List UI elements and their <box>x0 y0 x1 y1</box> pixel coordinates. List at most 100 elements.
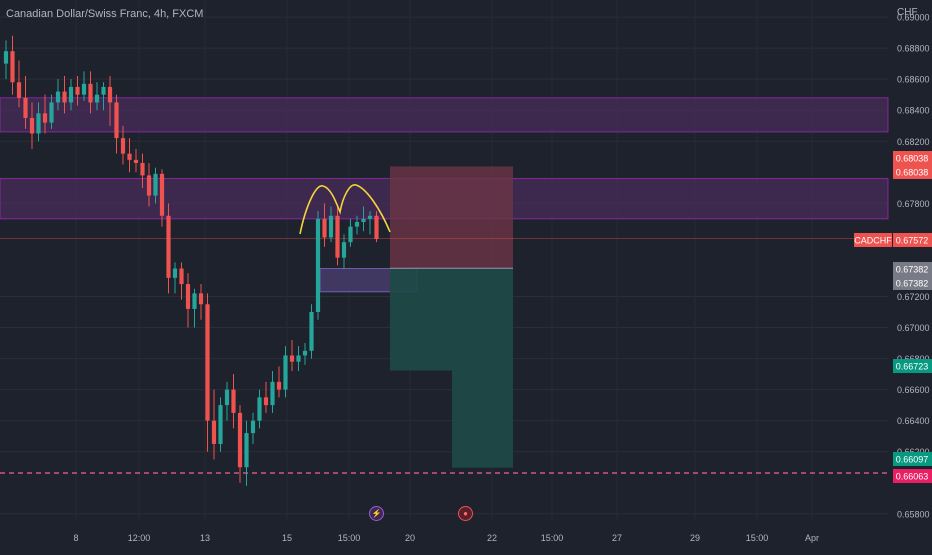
candle-body <box>263 397 269 406</box>
price-label-text: 0.68038 <box>896 154 929 164</box>
candle-body <box>88 83 93 103</box>
y-tick-label: 0.68200 <box>897 137 930 147</box>
symbol-tag-label: CADCHF <box>854 236 892 246</box>
y-tick-label: 0.69000 <box>897 13 930 23</box>
x-tick-label: 15:00 <box>338 533 361 543</box>
candle-body <box>62 91 67 103</box>
y-tick-label: 0.68400 <box>897 106 930 116</box>
candle-body <box>374 215 379 240</box>
candle-body <box>348 226 353 243</box>
candle-body <box>354 221 360 227</box>
candle-body <box>120 138 126 154</box>
candle-body <box>276 381 282 390</box>
stop-loss-area <box>390 166 513 269</box>
price-label <box>893 276 932 290</box>
candle-body <box>101 86 106 95</box>
price-label-text: 0.67382 <box>896 265 929 275</box>
candle-body <box>250 420 256 434</box>
candle-body <box>315 218 321 312</box>
candle-body <box>361 218 366 222</box>
y-tick-label: 0.67800 <box>897 199 930 209</box>
price-label-text: 0.67382 <box>896 279 929 289</box>
candle-body <box>185 284 191 309</box>
chart-title: Canadian Dollar/Swiss Franc, 4h, FXCM <box>6 8 204 20</box>
currency-label: CHF <box>897 7 918 18</box>
candle-body <box>244 433 249 468</box>
candle-body <box>172 268 178 278</box>
x-tick-label: 20 <box>405 533 415 543</box>
y-tick-label: 0.66400 <box>897 416 930 426</box>
resistance-zone-upper <box>0 97 889 133</box>
y-tick-label: 0.67200 <box>897 292 930 302</box>
candle-body <box>94 94 100 103</box>
x-tick-label: 27 <box>612 533 622 543</box>
price-label <box>893 359 932 373</box>
candle-body <box>328 215 334 238</box>
x-tick-label: 29 <box>690 533 700 543</box>
x-tick-label: 13 <box>200 533 210 543</box>
lightning-icon[interactable]: ⚡ <box>369 506 384 521</box>
candle-body <box>75 86 80 95</box>
candle-body <box>270 381 275 406</box>
candle-body <box>257 397 262 421</box>
price-label-text: 0.66063 <box>896 472 929 482</box>
x-tick-label: 22 <box>487 533 497 543</box>
candle-body <box>36 113 41 134</box>
candle-body <box>42 113 48 123</box>
y-tick-label: 0.68800 <box>897 44 930 54</box>
candle-body <box>68 86 74 103</box>
take-profit-area-extended <box>452 370 513 468</box>
price-label <box>893 262 932 276</box>
candle-body <box>192 293 197 309</box>
price-label <box>893 452 932 466</box>
candle-body <box>55 91 61 103</box>
candle-body <box>302 350 308 356</box>
y-tick-label: 0.67000 <box>897 323 930 333</box>
candle-body <box>146 175 152 196</box>
candle-body <box>237 412 243 468</box>
candle-body <box>205 304 210 421</box>
x-tick-label: 15 <box>282 533 292 543</box>
price-label <box>893 469 932 483</box>
candle-body <box>309 312 314 351</box>
candle-body <box>231 389 236 413</box>
candle-body <box>81 83 87 95</box>
candle-body <box>114 102 119 139</box>
price-label-text: 0.66097 <box>896 455 929 465</box>
candle-body <box>159 173 165 216</box>
candle-body <box>218 405 223 444</box>
candle-body <box>3 51 9 64</box>
y-tick-label: 0.65800 <box>897 509 930 519</box>
price-label <box>893 151 932 165</box>
x-tick-label: 8 <box>73 533 78 543</box>
y-tick-label: 0.68600 <box>897 75 930 85</box>
candle-body <box>322 218 327 238</box>
candle-body <box>10 51 15 83</box>
price-label <box>893 233 932 247</box>
price-label-text: 0.68038 <box>896 168 929 178</box>
candle-body <box>296 355 301 362</box>
candle-body <box>16 82 22 98</box>
x-tick-label: 15:00 <box>541 533 564 543</box>
candle-body <box>341 242 347 258</box>
price-label-text: 0.66723 <box>896 362 929 372</box>
candle-body <box>133 159 139 163</box>
double-top-pattern <box>299 184 391 235</box>
price-label-text: 0.67572 <box>896 236 929 246</box>
candle-body <box>29 117 35 134</box>
y-tick-label: 0.66600 <box>897 385 930 395</box>
candle-body <box>367 215 373 219</box>
take-profit-area <box>390 268 513 371</box>
candle-body <box>166 215 171 278</box>
candle-body <box>179 268 184 285</box>
x-tick-label: 12:00 <box>128 533 151 543</box>
candle-body <box>127 153 132 160</box>
x-tick-label: Apr <box>805 533 819 543</box>
flag-icon[interactable]: ● <box>458 506 473 521</box>
candle-body <box>49 102 54 123</box>
candle-body <box>107 86 113 103</box>
symbol-tag <box>854 233 892 247</box>
candle-body <box>283 355 288 390</box>
